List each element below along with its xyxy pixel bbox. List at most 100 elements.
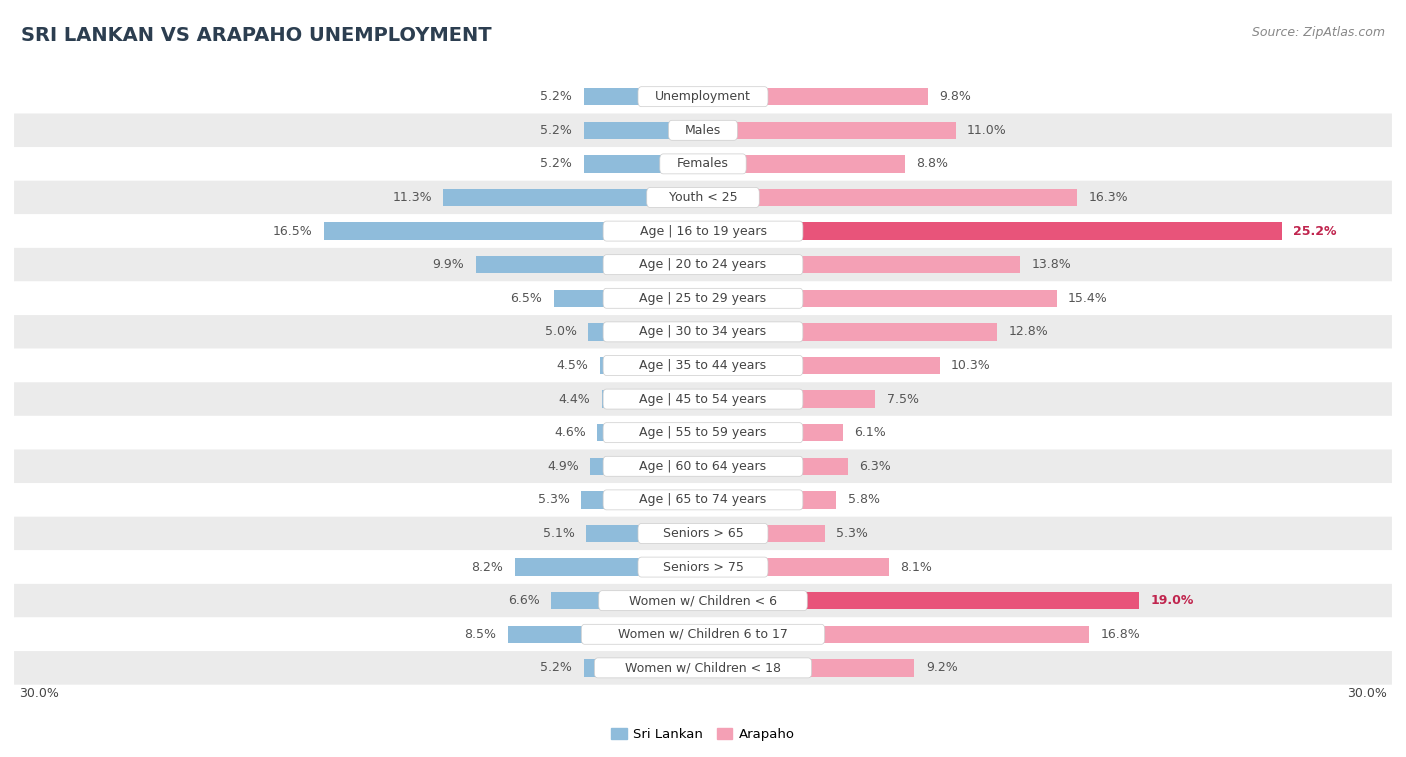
FancyBboxPatch shape [14,282,1392,315]
FancyBboxPatch shape [638,87,768,107]
Text: 4.6%: 4.6% [554,426,586,439]
FancyBboxPatch shape [14,651,1392,684]
Text: 9.2%: 9.2% [925,662,957,674]
FancyBboxPatch shape [14,517,1392,550]
Text: 11.0%: 11.0% [967,124,1007,137]
Legend: Sri Lankan, Arapaho: Sri Lankan, Arapaho [606,723,800,746]
Bar [508,625,703,643]
Bar [599,357,703,374]
FancyBboxPatch shape [14,349,1392,382]
FancyBboxPatch shape [603,322,803,342]
FancyBboxPatch shape [638,557,768,577]
Text: 5.2%: 5.2% [540,662,572,674]
Text: Women w/ Children 6 to 17: Women w/ Children 6 to 17 [619,628,787,640]
Bar [703,559,889,576]
Text: 5.1%: 5.1% [543,527,575,540]
Text: 8.2%: 8.2% [471,561,503,574]
Text: 16.3%: 16.3% [1088,191,1129,204]
Text: 9.8%: 9.8% [939,90,972,103]
Text: 16.8%: 16.8% [1101,628,1140,640]
Text: 8.5%: 8.5% [464,628,496,640]
FancyBboxPatch shape [647,188,759,207]
Text: 9.9%: 9.9% [433,258,464,271]
Bar [703,88,928,105]
FancyBboxPatch shape [603,456,803,476]
Text: Source: ZipAtlas.com: Source: ZipAtlas.com [1251,26,1385,39]
FancyBboxPatch shape [603,288,803,308]
Bar [583,155,703,173]
Text: 11.3%: 11.3% [392,191,432,204]
Bar [703,122,956,139]
Text: Youth < 25: Youth < 25 [669,191,737,204]
Text: Age | 45 to 54 years: Age | 45 to 54 years [640,393,766,406]
Bar [586,525,703,542]
Bar [703,155,905,173]
Text: 5.8%: 5.8% [848,494,880,506]
FancyBboxPatch shape [603,389,803,409]
Text: Males: Males [685,124,721,137]
Bar [475,256,703,273]
Text: 4.5%: 4.5% [557,359,588,372]
Text: Seniors > 75: Seniors > 75 [662,561,744,574]
FancyBboxPatch shape [14,248,1392,282]
Bar [703,525,825,542]
Text: 10.3%: 10.3% [950,359,991,372]
Bar [703,457,848,475]
Text: SRI LANKAN VS ARAPAHO UNEMPLOYMENT: SRI LANKAN VS ARAPAHO UNEMPLOYMENT [21,26,492,45]
FancyBboxPatch shape [599,590,807,611]
Text: Age | 20 to 24 years: Age | 20 to 24 years [640,258,766,271]
Bar [703,391,875,408]
FancyBboxPatch shape [14,550,1392,584]
Bar [703,223,1282,240]
FancyBboxPatch shape [603,356,803,375]
Text: Age | 25 to 29 years: Age | 25 to 29 years [640,291,766,305]
Text: 5.2%: 5.2% [540,157,572,170]
Text: 8.1%: 8.1% [900,561,932,574]
Text: Women w/ Children < 6: Women w/ Children < 6 [628,594,778,607]
Bar [602,391,703,408]
Bar [703,289,1057,307]
FancyBboxPatch shape [14,618,1392,651]
Text: 6.5%: 6.5% [510,291,543,305]
Text: 6.3%: 6.3% [859,459,891,473]
Bar [703,323,997,341]
Bar [591,457,703,475]
Text: Age | 16 to 19 years: Age | 16 to 19 years [640,225,766,238]
Text: 25.2%: 25.2% [1294,225,1337,238]
Bar [703,256,1019,273]
FancyBboxPatch shape [659,154,747,174]
Text: 5.3%: 5.3% [837,527,868,540]
Text: Age | 65 to 74 years: Age | 65 to 74 years [640,494,766,506]
Bar [703,659,914,677]
Bar [443,188,703,206]
FancyBboxPatch shape [14,450,1392,483]
FancyBboxPatch shape [595,658,811,678]
Bar [588,323,703,341]
FancyBboxPatch shape [638,524,768,544]
FancyBboxPatch shape [14,181,1392,214]
FancyBboxPatch shape [603,422,803,443]
Bar [703,625,1088,643]
FancyBboxPatch shape [14,483,1392,517]
FancyBboxPatch shape [14,147,1392,181]
FancyBboxPatch shape [603,254,803,275]
FancyBboxPatch shape [669,120,738,140]
Text: Women w/ Children < 18: Women w/ Children < 18 [626,662,780,674]
Bar [551,592,703,609]
Text: Age | 60 to 64 years: Age | 60 to 64 years [640,459,766,473]
Bar [703,491,837,509]
Text: 6.6%: 6.6% [508,594,540,607]
FancyBboxPatch shape [14,584,1392,618]
Bar [515,559,703,576]
Text: 5.2%: 5.2% [540,90,572,103]
Text: 5.2%: 5.2% [540,124,572,137]
Text: 5.0%: 5.0% [544,326,576,338]
FancyBboxPatch shape [603,490,803,510]
Bar [703,592,1139,609]
Text: Females: Females [678,157,728,170]
FancyBboxPatch shape [14,382,1392,416]
Text: 12.8%: 12.8% [1008,326,1049,338]
Text: 13.8%: 13.8% [1032,258,1071,271]
Text: 8.8%: 8.8% [917,157,949,170]
Text: 5.3%: 5.3% [538,494,569,506]
